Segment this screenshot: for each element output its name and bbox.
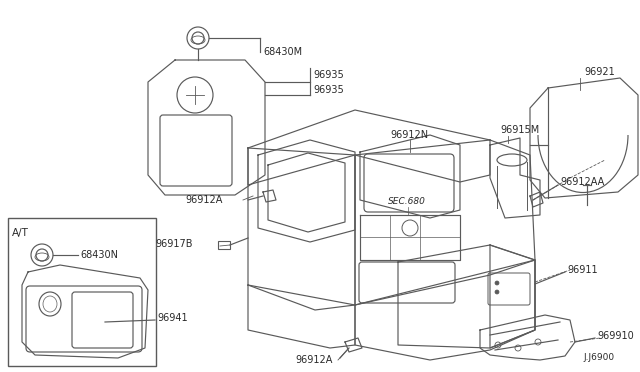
Text: 96915M: 96915M (500, 125, 540, 135)
Text: 96921: 96921 (584, 67, 615, 77)
Text: 969910: 969910 (597, 331, 634, 341)
Text: 96935: 96935 (313, 70, 344, 80)
Bar (218, 241, 230, 249)
Circle shape (495, 290, 499, 294)
Text: 96912AA: 96912AA (560, 177, 604, 187)
Text: 96911: 96911 (567, 265, 598, 275)
Text: 68430M: 68430M (263, 47, 302, 57)
Text: 68430N: 68430N (80, 250, 118, 260)
Text: 96935: 96935 (313, 85, 344, 95)
Text: SEC.680: SEC.680 (388, 198, 426, 206)
Circle shape (495, 281, 499, 285)
Text: A/T: A/T (12, 228, 29, 238)
Text: 96917B: 96917B (155, 239, 193, 249)
Text: J.J6900: J.J6900 (584, 353, 615, 362)
Text: 96912A: 96912A (185, 195, 222, 205)
Text: 96941: 96941 (157, 313, 188, 323)
Text: 96912N: 96912N (390, 130, 428, 140)
Bar (8, 218, 156, 366)
Text: 96912A: 96912A (295, 355, 332, 365)
